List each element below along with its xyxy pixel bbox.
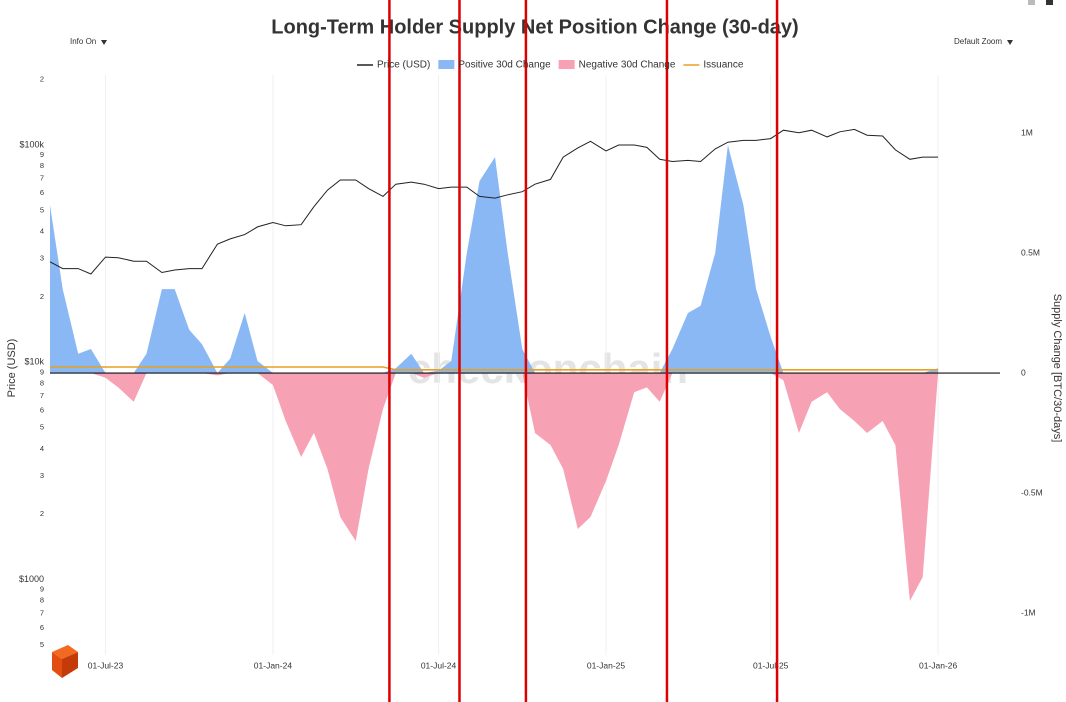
- series-area: [50, 145, 939, 374]
- y-tick-label: 8: [40, 378, 44, 387]
- y-tick-label: 8: [40, 596, 44, 605]
- y-tick-label: 3: [40, 471, 44, 480]
- series-line: [50, 366, 939, 371]
- y-axis-title: Price (USD): [6, 339, 18, 398]
- x-tick-label: 01-Jan-25: [587, 660, 626, 670]
- y-tick-label: 7: [40, 391, 44, 400]
- y-tick-label: 7: [40, 608, 44, 617]
- legend-label: Negative 30d Change: [579, 60, 676, 71]
- toolbar-icon[interactable]: [1046, 0, 1053, 5]
- y2-tick-label: 0: [1021, 367, 1026, 377]
- logo-top: [52, 645, 78, 659]
- dropdown-arrow[interactable]: [1007, 40, 1013, 45]
- y2-tick-label: -0.5M: [1021, 487, 1043, 497]
- legend-swatch: [438, 60, 455, 69]
- chart-title: Long-Term Holder Supply Net Position Cha…: [271, 16, 798, 38]
- series-area: [50, 373, 939, 601]
- series-line: [49, 128, 939, 275]
- info-toggle[interactable]: Info On: [70, 37, 96, 46]
- legend-item: Positive 30d Change: [438, 60, 551, 71]
- legend-label: Issuance: [703, 60, 743, 71]
- y-tick-label: 6: [40, 188, 44, 197]
- legend-swatch: [558, 60, 575, 69]
- legend-label: Price (USD): [377, 60, 430, 71]
- dropdown-arrow[interactable]: [101, 40, 107, 45]
- y-tick-label: $1000: [19, 574, 44, 584]
- y-tick-label: 5: [40, 640, 44, 649]
- logo: [52, 645, 78, 678]
- y-tick-label: 6: [40, 406, 44, 415]
- y-tick-label: 9: [40, 367, 44, 376]
- legend-item: Negative 30d Change: [558, 60, 676, 71]
- x-tick-label: 01-Jul-24: [421, 660, 457, 670]
- y2-axis-title: Supply Change [BTC/30-days]: [1051, 294, 1063, 443]
- y-tick-label: 2: [40, 509, 44, 518]
- x-tick-label: 01-Jan-26: [919, 660, 958, 670]
- x-tick-label: 01-Jan-24: [254, 660, 293, 670]
- x-tick-label: 01-Jul-25: [753, 660, 789, 670]
- y-tick-label: 3: [40, 254, 44, 263]
- y-tick-label: 8: [40, 161, 44, 170]
- y-tick-label: $10k: [24, 357, 44, 367]
- zoom-select[interactable]: Default Zoom: [954, 37, 1002, 46]
- y-tick-label: 4: [40, 444, 44, 453]
- logo-left: [52, 652, 62, 678]
- legend-item: Price (USD): [357, 60, 430, 71]
- toolbar-icon[interactable]: [1028, 0, 1035, 5]
- y-tick-label: 4: [40, 226, 44, 235]
- y-tick-label: 2: [40, 292, 44, 301]
- y-tick-label: 7: [40, 174, 44, 183]
- y-tick-label: 9: [40, 585, 44, 594]
- y-tick-label: 2: [40, 75, 44, 84]
- legend-label: Positive 30d Change: [458, 60, 551, 71]
- y2-tick-label: 1M: [1021, 127, 1033, 137]
- y-tick-label: 5: [40, 423, 44, 432]
- x-tick-label: 01-Jul-23: [88, 660, 124, 670]
- y2-tick-label: -1M: [1021, 607, 1036, 617]
- y-tick-label: 6: [40, 623, 44, 632]
- y-tick-label: 5: [40, 205, 44, 214]
- y-tick-label: $100k: [19, 139, 44, 149]
- y2-tick-label: 0.5M: [1021, 247, 1040, 257]
- logo-right: [62, 652, 78, 678]
- y-tick-label: 9: [40, 150, 44, 159]
- legend-item: Issuance: [683, 60, 744, 71]
